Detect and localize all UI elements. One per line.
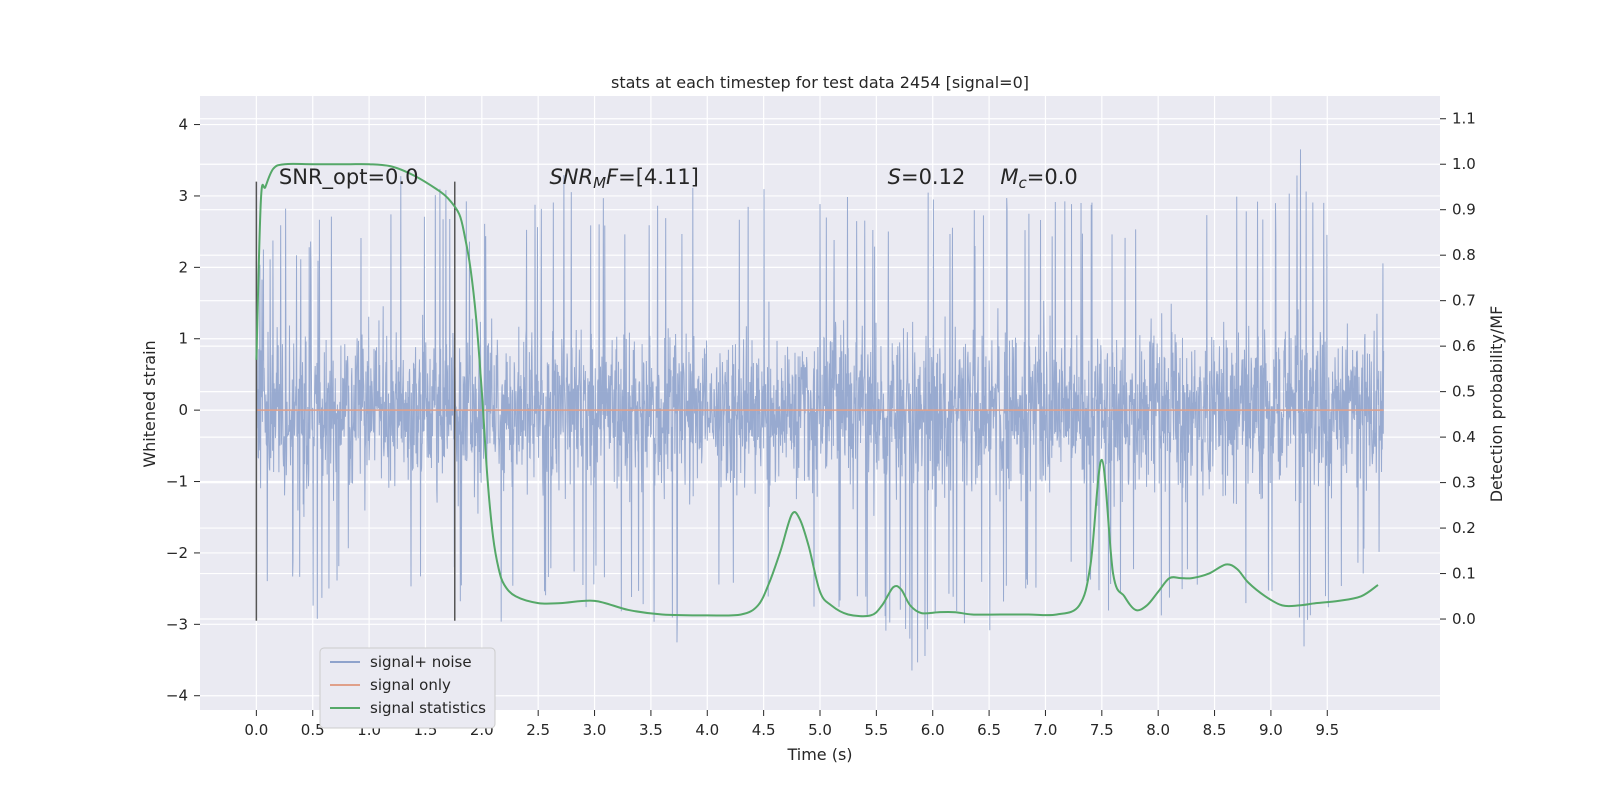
x-tick-label: 3.5 xyxy=(639,721,663,739)
x-tick-label: 3.0 xyxy=(583,721,607,739)
x-tick-label: 5.5 xyxy=(864,721,888,739)
y-right-tick-label: 0.9 xyxy=(1452,201,1476,219)
x-tick-label: 7.0 xyxy=(1034,721,1058,739)
legend-label-signal-statistics: signal statistics xyxy=(370,699,486,717)
signal-statistics-series xyxy=(255,162,1379,618)
y-right-tick-label: 0.6 xyxy=(1452,337,1476,355)
vertical-markers xyxy=(255,181,456,621)
x-tick-label: 0.0 xyxy=(244,721,268,739)
x-tick-label: 6.5 xyxy=(977,721,1001,739)
legend-label-signal-only: signal only xyxy=(370,676,451,694)
y-left-tick-label: 4 xyxy=(178,116,188,134)
y-left-tick-label: 3 xyxy=(178,187,188,205)
legend: signal+ noise signal only signal statist… xyxy=(319,647,496,729)
annotation-text: SNR_opt=0.0 xyxy=(279,165,419,190)
y-axis-right-label: Detection probability/MF xyxy=(1487,306,1506,503)
y-axis-left-label: Whitened strain xyxy=(140,340,159,467)
y-right-tick-label: 0.1 xyxy=(1452,565,1476,583)
signal-statistics-line xyxy=(255,162,1379,618)
y-right-tick-label: 0.7 xyxy=(1452,292,1476,310)
annotation-text: SNRMF=[4.11] xyxy=(549,165,698,192)
y-right-tick-label: 0.8 xyxy=(1452,246,1476,264)
x-tick-label: 0.5 xyxy=(301,721,325,739)
y-right-tick-label: 0.3 xyxy=(1452,474,1476,492)
annotations: SNR_opt=0.0 SNRMF=[4.11] S=0.12 Mc=0.0 xyxy=(279,165,1078,192)
x-axis-label: Time (s) xyxy=(786,745,852,764)
annotation-part: M xyxy=(593,174,606,192)
annotation-part: =0.0 xyxy=(1027,165,1078,189)
x-tick-label: 4.0 xyxy=(695,721,719,739)
y-right-tick-label: 0.2 xyxy=(1452,519,1476,537)
x-tick-label: 8.0 xyxy=(1146,721,1170,739)
annotation-part: c xyxy=(1018,174,1027,192)
x-tick-label: 6.0 xyxy=(921,721,945,739)
y-left-tick-label: −3 xyxy=(166,615,188,633)
annotation-part: =0.12 xyxy=(901,165,965,189)
y-left-tick-label: 2 xyxy=(178,258,188,276)
annotation-part: SNR_opt=0.0 xyxy=(279,165,419,190)
ticks: 0.0 0.5 1.0 1.5 2.0 2.5 3.0 3.5 4.0 4.5 5.0 5.5 6.0 6… xyxy=(166,110,1476,739)
y-right-tick-label: 1.0 xyxy=(1452,155,1476,173)
y-left-tick-label: 1 xyxy=(178,330,188,348)
annotation-part: F xyxy=(606,165,619,189)
annotation-text: Mc=0.0 xyxy=(1000,165,1077,192)
x-tick-label: 9.0 xyxy=(1259,721,1283,739)
y-right-tick-label: 0.0 xyxy=(1452,610,1476,628)
x-tick-label: 4.5 xyxy=(752,721,776,739)
annotation-part: SNR xyxy=(549,165,593,189)
x-tick-label: 9.5 xyxy=(1315,721,1339,739)
legend-box xyxy=(319,647,496,729)
x-tick-label: 8.5 xyxy=(1203,721,1227,739)
legend-label-signal-noise: signal+ noise xyxy=(370,653,472,671)
y-left-tick-label: −1 xyxy=(166,473,188,491)
chart-title: stats at each timestep for test data 245… xyxy=(611,73,1029,92)
y-right-tick-label: 1.1 xyxy=(1452,110,1476,128)
x-tick-label: 7.5 xyxy=(1090,721,1114,739)
x-tick-label: 5.0 xyxy=(808,721,832,739)
annotation-text: S=0.12 xyxy=(888,165,966,189)
y-left-tick-label: 0 xyxy=(178,401,188,419)
y-right-tick-label: 0.4 xyxy=(1452,428,1476,446)
y-left-tick-label: −4 xyxy=(166,687,188,705)
annotation-part: =[4.11] xyxy=(618,165,699,189)
y-right-tick-label: 0.5 xyxy=(1452,383,1476,401)
y-left-tick-label: −2 xyxy=(166,544,188,562)
annotation-part: M xyxy=(1000,165,1018,189)
x-tick-label: 2.5 xyxy=(526,721,550,739)
annotation-part: S xyxy=(888,165,901,189)
